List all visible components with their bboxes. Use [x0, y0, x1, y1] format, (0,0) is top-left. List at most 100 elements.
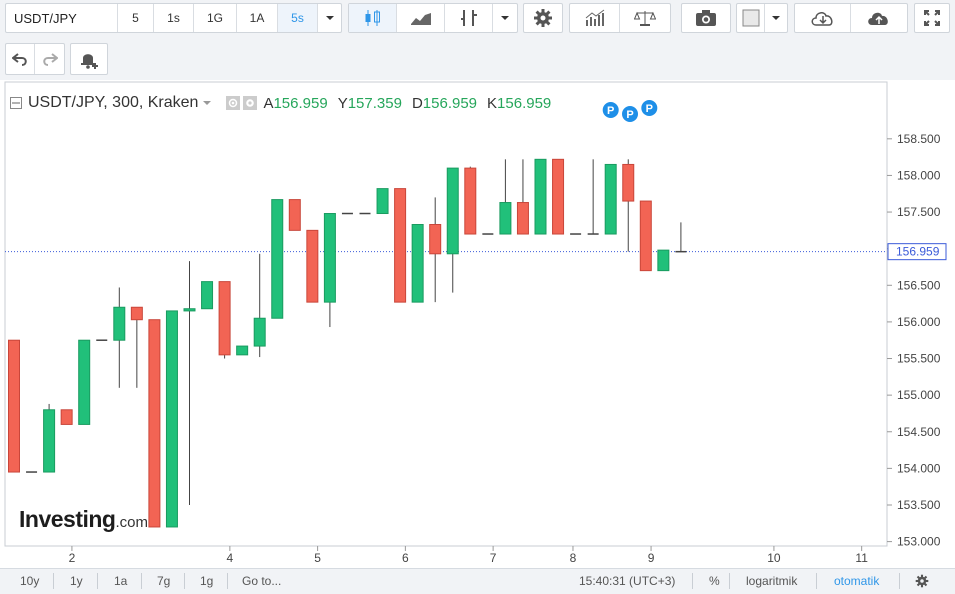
bullish-candle — [675, 222, 687, 253]
camera-icon[interactable] — [682, 4, 730, 32]
bottom-toolbar: 10y 1y 1a 7g 1g Go to... 15:40:31 (UTC+3… — [0, 568, 955, 594]
candle-body — [604, 163, 617, 235]
time-tick-label: 10 — [767, 551, 781, 565]
pivot-marker[interactable]: P — [602, 102, 619, 118]
chart-type-chevron-down-icon[interactable] — [493, 4, 517, 32]
interval-1g-button[interactable]: 1G — [194, 4, 237, 32]
candle-body — [446, 167, 459, 255]
bearish-candle — [218, 281, 231, 359]
legend-close: K156.959 — [487, 94, 552, 112]
bearish-candle — [130, 306, 143, 388]
settings-gear-icon[interactable] — [524, 4, 562, 32]
pivot-marker-circle[interactable] — [602, 102, 619, 118]
bearish-candle — [288, 199, 301, 231]
price-axis[interactable]: 158.500158.000157.500157.000156.500156.0… — [887, 132, 941, 549]
symbol-search-box[interactable]: USDT/JPY — [6, 4, 118, 32]
pivot-marker[interactable]: P — [641, 100, 658, 116]
bullish-candle — [183, 261, 196, 505]
price-tick-label: 153.000 — [897, 535, 941, 549]
auto-scale-toggle[interactable]: otomatik — [834, 574, 880, 588]
bearish-candle — [464, 166, 477, 235]
bullish-candle — [201, 281, 214, 310]
top-toolbar: USDT/JPY 5 1s 1G 1A 5s — [0, 0, 955, 39]
range-1g-button[interactable]: 1g — [200, 574, 214, 588]
chart-area[interactable]: 158.500158.000157.500157.000156.500156.0… — [0, 80, 955, 568]
divider — [53, 573, 54, 589]
undo-arrow-icon[interactable] — [6, 44, 35, 74]
compare-scale-icon[interactable] — [620, 4, 670, 32]
candle-body — [183, 308, 196, 312]
legend-low: D156.959 — [411, 94, 478, 112]
candle-body — [78, 339, 91, 425]
interval-1s-button[interactable]: 1s — [154, 4, 194, 32]
time-tick-label: 11 — [855, 551, 868, 565]
legend-settings-gear-icon[interactable] — [243, 96, 258, 110]
timezone-clock[interactable]: 15:40:31 (UTC+3) — [579, 574, 676, 588]
interval-5-button[interactable]: 5 — [118, 4, 154, 32]
candle-body — [411, 223, 424, 303]
legend-chevron-down-icon[interactable] — [202, 100, 212, 106]
chart-properties-gear-icon[interactable] — [915, 574, 929, 588]
log-scale-toggle[interactable]: logaritmik — [746, 574, 798, 588]
time-tick-label: 6 — [402, 551, 409, 565]
bullish-candle — [78, 339, 91, 425]
interval-1a-button[interactable]: 1A — [237, 4, 278, 32]
bullish-candle — [534, 158, 547, 235]
investing-logo: Investing.com — [19, 506, 148, 532]
redo-arrow-icon[interactable] — [35, 44, 64, 74]
last-price-label: 156.959 — [896, 245, 940, 259]
time-tick-label: 9 — [648, 551, 655, 565]
candle-body — [394, 188, 407, 303]
candle-body — [201, 281, 214, 310]
candle-body — [622, 163, 635, 202]
candlestick-chart[interactable]: 158.500158.000157.500157.000156.500156.0… — [0, 80, 955, 568]
visibility-eye-icon[interactable] — [226, 96, 241, 110]
indicators-icon[interactable] — [445, 4, 493, 32]
color-square-icon[interactable] — [737, 4, 765, 32]
cloud-download-icon[interactable] — [795, 4, 851, 32]
chart-legend: USDT/JPY, 300, Kraken A156.959 Y157.359 … — [10, 94, 551, 112]
candle-body — [376, 188, 389, 215]
collapse-square-icon[interactable] — [10, 97, 22, 109]
price-tick-label: 155.000 — [897, 388, 941, 402]
legend-open: A156.959 — [263, 94, 328, 112]
price-tick-label: 156.500 — [897, 278, 941, 292]
bullish-candle — [604, 163, 617, 235]
candle-body — [429, 223, 442, 255]
range-1a-button[interactable]: 1a — [114, 574, 128, 588]
bearish-candle — [394, 188, 407, 303]
divider — [227, 573, 228, 589]
candlestick-chart-icon[interactable] — [349, 4, 397, 32]
pivot-marker-label[interactable]: P — [626, 109, 633, 121]
candle-body — [253, 317, 266, 347]
candle-body — [464, 167, 477, 235]
bullish-candle — [236, 345, 249, 356]
bearish-candle — [429, 197, 442, 303]
secondary-toolbar — [0, 38, 955, 80]
interval-dropdown-chevron-down-icon[interactable] — [318, 4, 341, 32]
time-axis[interactable]: 2 4 5 6 7 8 9 10 11 — [69, 546, 869, 565]
legend-high: Y157.359 — [337, 94, 402, 112]
candle-body — [499, 202, 512, 235]
legend-title[interactable]: USDT/JPY, 300, Kraken — [28, 94, 199, 111]
add-alert-bell-icon[interactable] — [71, 44, 107, 74]
range-10y-button[interactable]: 10y — [20, 574, 40, 588]
range-7g-button[interactable]: 7g — [157, 574, 171, 588]
candle-body — [218, 281, 231, 356]
studies-chart-icon[interactable] — [570, 4, 620, 32]
pivot-marker-circle[interactable] — [641, 100, 658, 116]
pivot-marker-label[interactable]: P — [607, 105, 614, 117]
area-chart-icon[interactable] — [397, 4, 445, 32]
interval-5s-button[interactable]: 5s — [278, 4, 318, 32]
pivot-marker-circle[interactable] — [622, 106, 639, 122]
range-1y-button[interactable]: 1y — [70, 574, 83, 588]
cloud-upload-icon[interactable] — [851, 4, 907, 32]
candle-body — [657, 249, 670, 272]
pivot-marker[interactable]: P — [622, 106, 639, 122]
pivot-marker-label[interactable]: P — [646, 103, 653, 115]
fullscreen-expand-icon[interactable] — [915, 4, 949, 32]
color-chevron-down-icon[interactable] — [765, 4, 787, 32]
percent-scale-toggle[interactable]: % — [709, 574, 720, 588]
goto-date-button[interactable]: Go to... — [242, 574, 282, 588]
